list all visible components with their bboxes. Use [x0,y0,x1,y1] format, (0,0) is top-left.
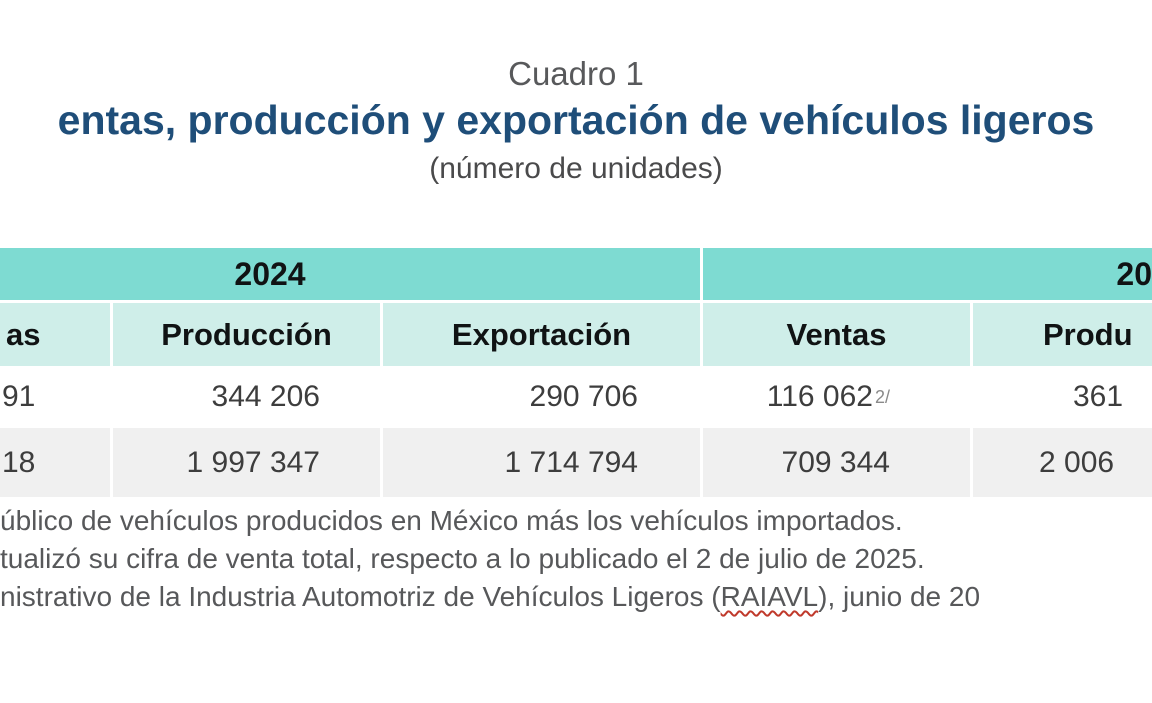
year-2024-label: 2024 [234,255,306,292]
col-header-produccion-2025: Produ [973,303,1152,366]
data-table: 2024 20 as Producción Exportación Ventas… [0,248,1152,497]
row2-produccion-2024: 1 997 347 [113,428,380,497]
row1-ventas-2025: 116 062 2/ [703,369,970,425]
row2-exportacion-2024: 1 714 794 [383,428,700,497]
page-subtitle: (número de unidades) [429,152,723,185]
col-header-produccion-2024: Producción [113,303,380,366]
row2-ventas-2024: 18 [0,428,110,497]
col-header-ventas-2025: Ventas [703,303,970,366]
col-header-ventas-2024: as [0,303,110,366]
footnote-line-1: úblico de vehículos producidos en México… [0,505,903,536]
raiavl-acronym: RAIAVL [720,581,819,612]
footnotes: úblico de vehículos producidos en México… [0,502,1152,616]
row2-ventas-2025: 709 344 [703,428,970,497]
footnote-line-2: tualizó su cifra de venta total, respect… [0,543,925,574]
year-2025-label: 20 [1116,255,1152,292]
year-group-2025: 20 [703,248,1152,300]
year-group-2024: 2024 [0,248,700,300]
row1-ventas-2025-value: 116 062 [766,380,873,413]
footnote-line-3: nistrativo de la Industria Automotriz de… [0,578,1152,616]
table-caption: Cuadro 1 [508,55,644,92]
footnote-line-3-post: ), junio de 20 [818,581,981,612]
row1-exportacion-2024: 290 706 [383,369,700,425]
row1-produccion-2024: 344 206 [113,369,380,425]
col-header-exportacion-2024: Exportación [383,303,700,366]
page-title: entas, producción y exportación de vehíc… [57,97,1095,143]
row2-produccion-2025: 2 006 [973,428,1152,497]
footnote-line-3-pre: nistrativo de la Industria Automotriz de… [0,581,721,612]
row1-produccion-2025: 361 [973,369,1152,425]
row1-ventas-2024: 91 [0,369,110,425]
